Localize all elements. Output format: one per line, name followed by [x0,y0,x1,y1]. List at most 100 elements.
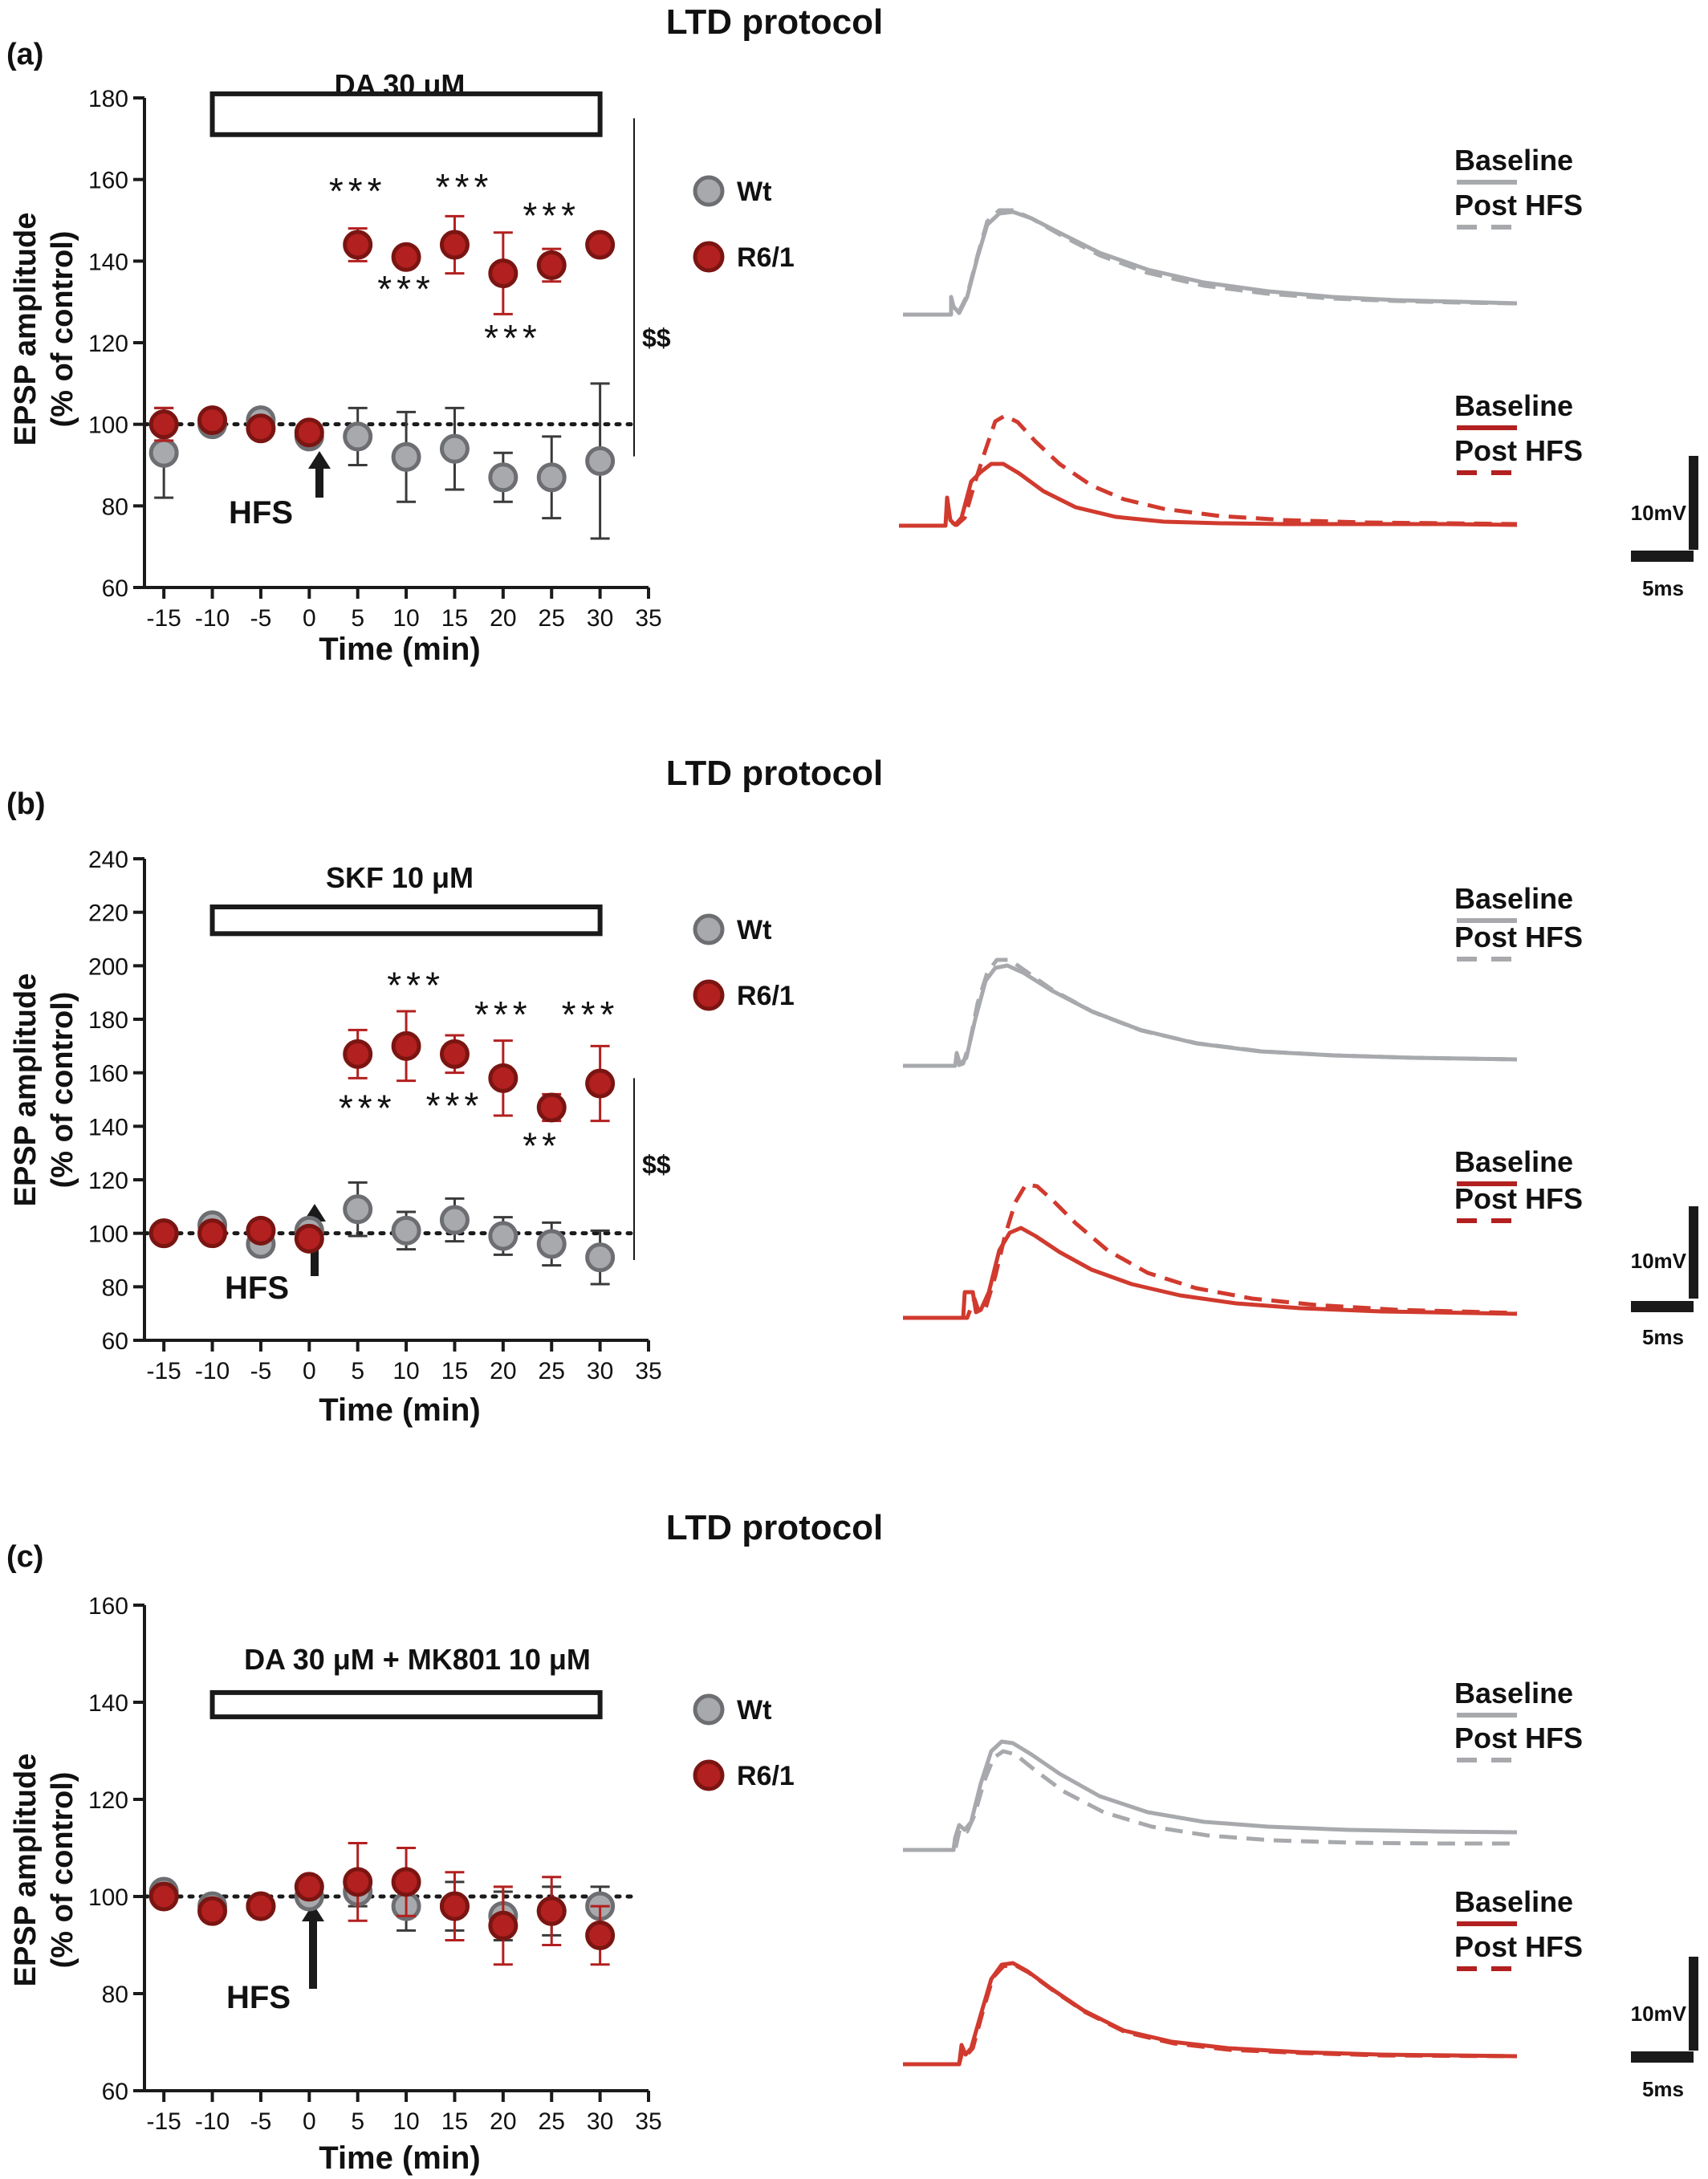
panel-c-xtick-label: 30 [587,2108,613,2135]
panel-a-star-label: *** [436,166,494,208]
panel-b-r61-point [585,1068,616,1099]
trace-b-wt-post [903,957,1518,1068]
panel-c-r61-point [148,1881,179,1912]
panel-c-r61-point [391,1867,421,1897]
legend-b-wt-marker [693,913,725,945]
panel-c-r61-point [439,1891,470,1921]
panel-b-ytick-label: 180 [88,1007,128,1034]
trace-legend-a-wt-post: Post HFS [1454,189,1583,222]
panel-a-sig-label: $$ [642,323,671,352]
panel-a-hfs-label: HFS [229,495,293,531]
panel-a-star-label: *** [329,170,387,212]
panel-b-xtick-label: -5 [250,1358,272,1384]
panel-b-xtick-label: -15 [146,1358,181,1384]
trace-c-red-post [903,1962,1518,2067]
panel-a-xtick-label: -15 [146,605,181,632]
panel-b-xtick-label: -10 [195,1358,230,1384]
panel-c-xtick-label: 5 [351,2108,364,2135]
panel-a-wt-point [585,445,616,476]
legend-r61-marker [693,241,725,273]
panel-a-r61-point [343,230,373,260]
panel-a-r61-point [439,230,470,260]
panel-b-ytick-label: 200 [88,953,128,980]
panel-b-xtick-label: 30 [587,1358,613,1384]
panel-b-wt-point [391,1215,421,1246]
panel-a-xlabel: Time (min) [319,632,481,667]
panel-b-ytick-label: 120 [88,1168,128,1194]
panel-b-star-label: *** [426,1084,484,1126]
legend-c-wt-label: Wt [737,1695,771,1726]
panel-b-star-label: *** [387,964,445,1006]
panel-a-wt-point [391,441,421,472]
panel-c-title: LTD protocol [666,1508,883,1547]
panel-b-ytick-label: 80 [102,1274,128,1301]
trace-c-wt-post [903,1749,1517,1852]
panel-a-ytick-label: 140 [88,249,128,275]
panel-b-r61-point [536,1092,567,1123]
legend-r61-label: R6/1 [737,242,795,273]
panel-a-ytick-label: 120 [88,331,128,357]
panel-b-xtick-label: 10 [392,1358,419,1384]
panel-b-r61-point [488,1063,518,1093]
trace-red-baseline [899,461,1518,528]
legend-b-r61-label: R6/1 [737,981,795,1011]
panel-b-star-label: *** [339,1087,396,1129]
panel-a-xtick-label: 15 [441,605,468,632]
trace-legend-c-wt-post: Post HFS [1454,1722,1583,1754]
panel-a-plot: 60 80 100 120 140 160 180 -15 -10 -5 0 5 10 15 20 25 30 3… [88,86,662,632]
panel-b-drug-bar [209,905,603,937]
panel-a-ytick-label: 100 [88,413,128,439]
panel-a-wt-point [488,462,518,493]
trace-b-red-post [903,1182,1518,1320]
panel-c-xtick-label: -15 [146,2108,181,2135]
panel-c-xtick-label: 15 [441,2108,468,2135]
trace-legend-b-red-post: Post HFS [1454,1182,1583,1215]
trace-legend-c-wt-baseline: Baseline [1454,1677,1573,1709]
panel-b-traces [903,957,1518,1320]
panel-a-star-label: *** [523,195,580,237]
panel-c-r61-point [246,1891,276,1921]
panel-a-ytick-label: 80 [102,494,128,520]
panel-b-letter: (b) [6,787,46,821]
trace-legend-b-red-baseline: Baseline [1454,1145,1573,1178]
trace-legend-b-wt-baseline: Baseline [1454,882,1573,915]
panel-c-ytick-label: 80 [102,1982,128,2008]
panel-a-drug-bar [209,91,603,137]
panel-b-ytick-label: 240 [88,847,128,873]
panel-b-xtick-label: 35 [635,1358,661,1384]
trace-legend-a-red-post: Post HFS [1454,434,1583,467]
panel-c-xtick-label: 25 [539,2108,565,2135]
panel-a-r61-point [246,413,276,444]
panel-a-r61-point [148,409,179,440]
panel-a-hfs-arrowhead [308,451,331,469]
panel-a-xtick-label: -10 [195,605,230,632]
panel-a-xtick-label: 30 [587,605,613,632]
panel-a-r61-point [197,405,228,436]
panel-c-ylabel-2: (% of control) [46,1772,79,1969]
legend-b-wt-label: Wt [737,915,771,945]
panel-a-xtick-label: 5 [351,605,364,632]
panel-c-ytick-label: 60 [102,2079,128,2105]
panel-c-xtick-label: -10 [195,2108,230,2135]
panel-b-xtick-label: 15 [441,1358,468,1384]
panel-b-xtick-label: 25 [539,1358,565,1384]
panel-b-r61-point [294,1223,324,1254]
panel-c-xtick-label: 20 [490,2108,516,2135]
panel-b-ylabel-2: (% of control) [46,992,79,1189]
panel-c-ytick-label: 100 [88,1884,128,1911]
trace-legend-a-wt-baseline: Baseline [1454,144,1573,177]
scale-bar-a-mv: 10mV [1631,501,1687,525]
panel-b-hfs-label: HFS [225,1270,289,1306]
panel-b-ylabel-1: EPSP amplitude [9,974,43,1207]
panel-b-title: LTD protocol [666,754,883,793]
panel-b-ytick-label: 160 [88,1061,128,1087]
panel-a-wt-point [439,433,470,464]
panel-b-xlabel: Time (min) [319,1392,481,1428]
panel-b-wt-point [536,1229,567,1259]
panel-c-r61-point [294,1872,324,1902]
panel-a-ytick-label: 60 [102,575,128,602]
panel-b-plot: 60 80 100 120 140 160 180 200 220 240 -15 -10 -5 0 5 10… [88,847,662,1384]
panel-a-traces [899,208,1518,528]
panel-b-r61-point [246,1215,276,1246]
